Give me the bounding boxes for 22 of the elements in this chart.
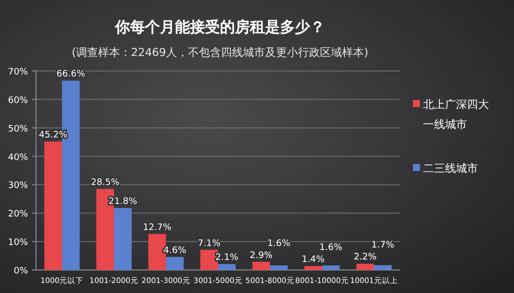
data-label: 12.7% [142, 222, 172, 233]
y-tick-label: 30% [8, 181, 28, 192]
data-label: 1.7% [371, 240, 395, 251]
data-label: 28.5% [90, 178, 120, 188]
chart-subtitle: (调查样本：22469人，不包含四线城市及更小行政区域样本) [72, 46, 368, 59]
data-label: 7.1% [198, 238, 222, 249]
data-label: 66.6% [56, 70, 86, 80]
y-tick-label: 70% [8, 68, 28, 78]
y-tick-label: 0% [14, 266, 28, 276]
y-tick-label: 50% [8, 124, 28, 134]
data-label: 2.9% [250, 250, 274, 261]
y-tick-label: 40% [8, 152, 28, 163]
chart-title: 你每个月能接受的房租是多少？ [114, 18, 325, 36]
data-label: 1.6% [319, 243, 343, 254]
data-label: 2.2% [354, 252, 378, 263]
data-label: 1.6% [267, 238, 291, 249]
legend-label: 北上广深四大一线城市 [423, 98, 489, 131]
y-tick-label: 60% [8, 96, 28, 106]
data-label: 1.4% [302, 255, 326, 266]
y-tick-label: 10% [8, 238, 28, 248]
legend-label: 二三线城市 [423, 162, 478, 175]
y-tick-label: 20% [8, 210, 28, 220]
